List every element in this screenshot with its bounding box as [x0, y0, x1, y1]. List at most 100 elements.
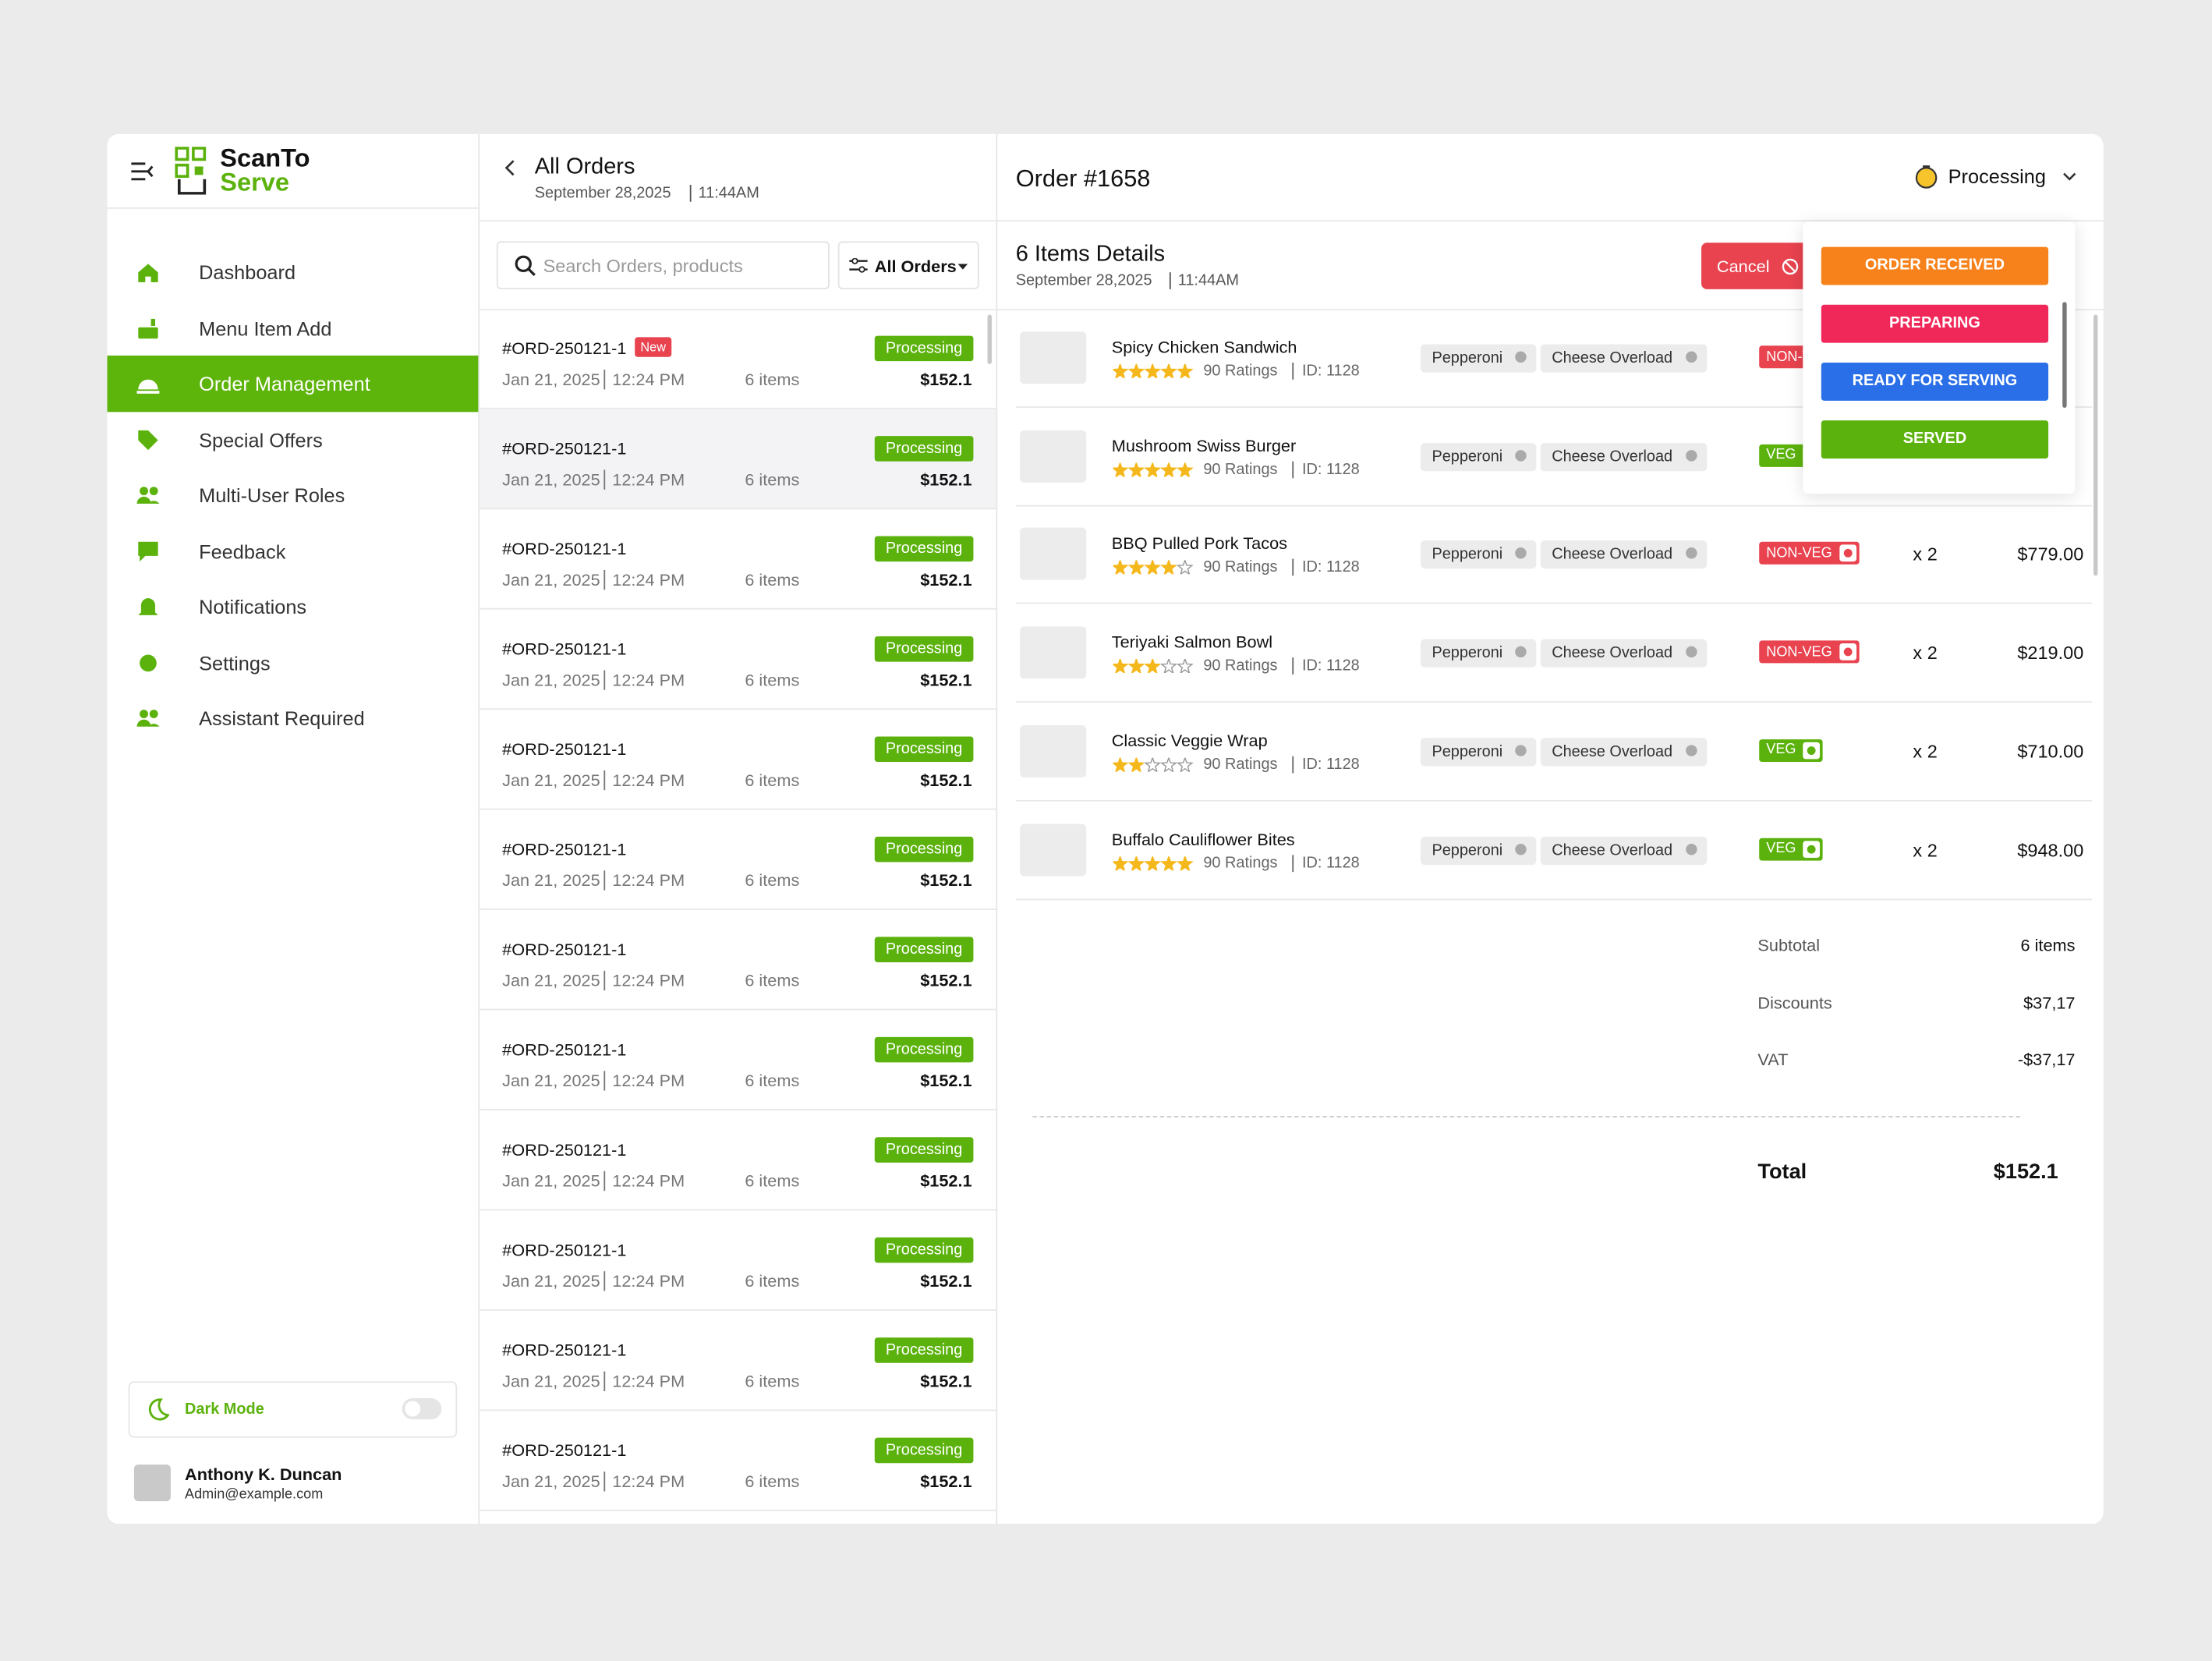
nav-label: Menu Item Add — [199, 317, 332, 340]
nav-item[interactable]: Menu Item Add — [108, 299, 479, 356]
tag-chip[interactable]: Pepperoni — [1420, 344, 1537, 373]
order-time: 12:24 PM — [603, 569, 685, 590]
order-row[interactable]: #ORD-250121-1 New Jan 21, 2025 12:24 PM 6 it… — [480, 309, 996, 409]
diet-indicator — [1803, 742, 1821, 760]
tag-chip[interactable]: Cheese Overload — [1540, 836, 1707, 865]
status-option[interactable]: READY FOR SERVING — [1821, 362, 2049, 401]
tag-chip[interactable]: Pepperoni — [1420, 442, 1537, 471]
nav-label: Dashboard — [199, 260, 296, 284]
order-row[interactable]: #ORD-250121-1 Jan 21, 2025 12:24 PM 6 items… — [480, 1411, 996, 1511]
tag-remove[interactable] — [1685, 646, 1697, 658]
order-row[interactable]: #ORD-250121-1 Jan 21, 2025 12:24 PM 6 items… — [480, 1110, 996, 1211]
user-name: Anthony K. Duncan — [185, 1464, 342, 1485]
items-title: 6 Items Details — [1015, 243, 1166, 267]
order-time: 12:24 PM — [603, 370, 685, 390]
status-chevron[interactable] — [2062, 172, 2076, 181]
order-date: Jan 21, 2025 — [502, 1472, 600, 1492]
tag-remove[interactable] — [1515, 351, 1527, 363]
tag-remove[interactable] — [1685, 351, 1697, 363]
status-icon — [1915, 165, 1938, 189]
tag-label: Pepperoni — [1432, 448, 1503, 466]
tag-chip[interactable]: Cheese Overload — [1540, 737, 1707, 767]
tag-chip[interactable]: Pepperoni — [1420, 737, 1537, 767]
order-price: $152.1 — [920, 569, 972, 590]
nav-item[interactable]: Settings — [108, 634, 479, 690]
summary-value: $37,17 — [2023, 993, 2076, 1013]
tag-remove[interactable] — [1515, 843, 1527, 855]
order-row[interactable]: #ORD-250121-1 Jan 21, 2025 12:24 PM 6 items… — [480, 710, 996, 810]
order-id: #ORD-250121-1 — [502, 1340, 627, 1361]
order-row[interactable]: #ORD-250121-1 Jan 21, 2025 12:24 PM 6 items… — [480, 610, 996, 710]
tag-remove[interactable] — [1515, 547, 1527, 560]
tag-remove[interactable] — [1515, 744, 1527, 756]
tag-remove[interactable] — [1685, 449, 1697, 462]
order-date: Jan 21, 2025 — [502, 970, 600, 991]
cancel-icon — [1782, 258, 1799, 275]
order-items: 6 items — [745, 970, 800, 991]
order-status: Processing — [874, 636, 974, 662]
order-row[interactable]: #ORD-250121-1 Jan 21, 2025 12:24 PM 6 items… — [480, 1311, 996, 1411]
tag-chip[interactable]: Cheese Overload — [1540, 540, 1707, 569]
tag-chip[interactable]: Cheese Overload — [1540, 442, 1707, 471]
diet-label: NON-VEG — [1766, 644, 1832, 661]
nav-item[interactable]: Multi-User Roles — [108, 467, 479, 523]
tag-remove[interactable] — [1685, 547, 1697, 560]
summary-label: Subtotal — [1757, 935, 1821, 955]
back-button[interactable] — [504, 159, 516, 176]
order-price: $152.1 — [920, 1371, 972, 1391]
tag-remove[interactable] — [1685, 843, 1697, 855]
nav-item[interactable]: Dashboard — [108, 244, 479, 300]
nav-item[interactable]: Special Offers — [108, 411, 479, 467]
diet-indicator — [1839, 643, 1856, 661]
tag-remove[interactable] — [1515, 646, 1527, 658]
nav-item[interactable]: Assistant Required — [108, 690, 479, 746]
status-option[interactable]: SERVED — [1821, 420, 2049, 459]
order-items: 6 items — [745, 670, 800, 690]
item-price: $710.00 — [2017, 740, 2084, 762]
order-price: $152.1 — [920, 370, 972, 390]
tag-label: Pepperoni — [1432, 841, 1503, 859]
nav-label: Feedback — [199, 540, 286, 563]
tag-chip[interactable]: Pepperoni — [1420, 836, 1537, 865]
nav-item[interactable]: Notifications — [108, 579, 479, 635]
tag-remove[interactable] — [1515, 449, 1527, 462]
order-row[interactable]: #ORD-250121-1 Jan 21, 2025 12:24 PM 6 items… — [480, 810, 996, 911]
item-id: ID: 1128 — [1292, 854, 1360, 872]
order-time: 12:24 PM — [603, 1170, 685, 1192]
order-time: 12:24 PM — [603, 1472, 685, 1492]
order-id: #ORD-250121-1 — [502, 639, 627, 659]
order-date: Jan 21, 2025 — [502, 1170, 600, 1192]
order-id: #ORD-250121-1 — [502, 1039, 627, 1060]
tag-remove[interactable] — [1685, 744, 1697, 756]
nav-label: Special Offers — [199, 428, 323, 452]
item-name: BBQ Pulled Pork Tacos — [1111, 533, 1288, 554]
tag-chip[interactable]: Cheese Overload — [1540, 639, 1707, 668]
dark-mode-toggle[interactable] — [402, 1398, 442, 1420]
filter-button[interactable]: All Orders — [837, 241, 979, 289]
order-price: $152.1 — [920, 1170, 972, 1192]
scrollbar — [2062, 302, 2067, 408]
status-select[interactable]: Processing — [1948, 165, 2046, 188]
order-row[interactable]: #ORD-250121-1 Jan 21, 2025 12:24 PM 6 items… — [480, 409, 996, 510]
scrollbar — [987, 314, 992, 364]
search-placeholder: Search Orders, products — [543, 255, 743, 277]
order-row[interactable]: #ORD-250121-1 Jan 21, 2025 12:24 PM 6 items… — [480, 910, 996, 1011]
nav-item[interactable]: Order Management — [107, 355, 479, 413]
summary-label: VAT — [1757, 1050, 1789, 1071]
item-thumbnail — [1020, 823, 1087, 876]
order-row[interactable]: #ORD-250121-1 Jan 21, 2025 12:24 PM 6 items… — [480, 1010, 996, 1110]
item-price: $948.00 — [2017, 838, 2084, 860]
nav-item[interactable]: Feedback — [108, 522, 479, 579]
tag-chip[interactable]: Pepperoni — [1420, 639, 1537, 668]
item-row: Mushroom Swiss Burger 90 Ratings ID: 1128 P… — [1015, 407, 2093, 506]
order-row[interactable]: #ORD-250121-1 Jan 21, 2025 12:24 PM 6 items… — [480, 509, 996, 610]
search-box[interactable]: Search Orders, products — [496, 241, 830, 289]
status-option[interactable]: PREPARING — [1821, 304, 2049, 343]
tag-chip[interactable]: Pepperoni — [1420, 540, 1537, 569]
status-option[interactable]: ORDER RECEIVED — [1821, 246, 2049, 285]
menu-toggle[interactable] — [131, 162, 154, 181]
tag-chip[interactable]: Cheese Overload — [1540, 344, 1707, 373]
diet-dot — [1807, 746, 1816, 755]
order-row[interactable]: #ORD-250121-1 Jan 21, 2025 12:24 PM 6 items… — [480, 1210, 996, 1311]
tag-label: Pepperoni — [1432, 349, 1503, 367]
